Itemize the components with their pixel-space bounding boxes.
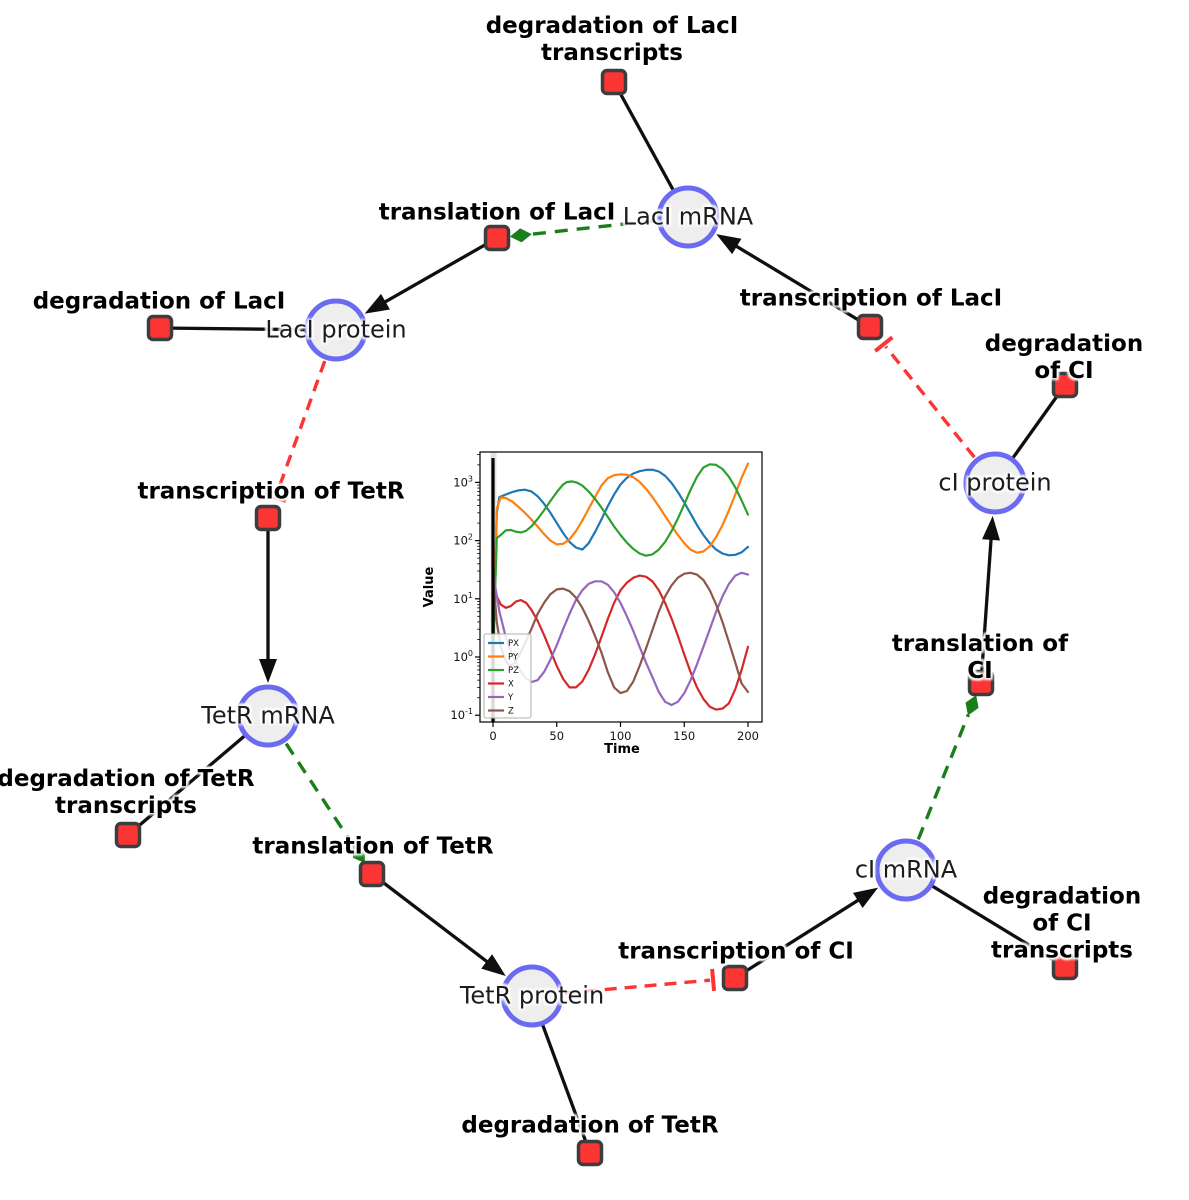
edge-arrow-r_transc_laci-laci_mrna[interactable] — [716, 234, 871, 329]
edge-line[interactable] — [530, 218, 656, 236]
arrowhead-icon — [982, 515, 1000, 541]
edge-line[interactable] — [734, 896, 863, 980]
y-axis-title: Value — [422, 566, 437, 607]
legend-label-X: X — [508, 680, 514, 690]
edge-line[interactable] — [274, 360, 327, 496]
x-tick-label: 50 — [549, 729, 564, 743]
y-tick-label: 10-1 — [450, 707, 473, 722]
arrowhead-icon — [716, 234, 742, 255]
edge-line[interactable] — [564, 978, 711, 995]
edge-line[interactable] — [979, 535, 993, 684]
plot-frame — [479, 451, 763, 723]
reaction-node-r_deg_laci_tx[interactable] — [600, 68, 628, 96]
species-node-tetr_mrna[interactable] — [236, 684, 300, 748]
x-axis-title: Time — [604, 742, 640, 757]
edge-inhibition-ci_protein-r_transc_laci[interactable] — [873, 335, 976, 459]
x-tick-label: 100 — [610, 729, 632, 743]
edge-arrow-r_transl_laci-laci_protein[interactable] — [364, 236, 498, 314]
edge-catalysis-laci_mrna-r_transl_laci[interactable] — [509, 218, 656, 243]
reaction-node-r_deg_tetr_tx[interactable] — [114, 821, 142, 849]
reaction-node-r_transl_tetr[interactable] — [358, 860, 386, 888]
x-tick-label: 200 — [737, 729, 759, 743]
reaction-node-r_deg_ci_tx[interactable] — [1051, 953, 1079, 981]
x-tick-label: 150 — [673, 729, 695, 743]
edge-catalysis-tetr_mrna-r_transl_tetr[interactable] — [284, 742, 365, 864]
series-curve-Y — [491, 571, 750, 707]
diamond-arrowhead-icon — [352, 844, 365, 864]
edge-line[interactable] — [381, 236, 498, 306]
reaction-node-r_transc_tetr[interactable] — [254, 504, 282, 532]
edge-inhibition-laci_protein-r_transc_tetr[interactable] — [264, 360, 327, 503]
legend-label-PY: PY — [508, 653, 519, 663]
y-tick-label: 100 — [453, 649, 473, 664]
legend-label-Y: Y — [507, 693, 514, 703]
y-tick-label: 101 — [453, 591, 473, 606]
reaction-node-r_deg_tetr[interactable] — [576, 1139, 604, 1167]
inhibition-tee-icon — [264, 491, 287, 503]
species-node-tetr_protein[interactable] — [500, 964, 564, 1028]
reaction-node-r_transc_ci[interactable] — [721, 964, 749, 992]
arrowhead-icon — [481, 954, 506, 976]
reaction-node-r_transc_laci[interactable] — [856, 313, 884, 341]
edge-line[interactable] — [284, 742, 355, 847]
timecourse-inset-plot: 0 50 100 150 200 10-1 100 101 102 103 PX PY PZ XYZ Tim… — [422, 451, 763, 757]
diamond-arrowhead-icon — [965, 695, 979, 716]
legend-label-Z: Z — [508, 707, 514, 717]
reaction-node-r_deg_laci[interactable] — [146, 314, 174, 342]
edge-arrow-r_transc_tetr-tetr_mrna[interactable] — [259, 518, 277, 683]
edge-inhibition-tetr_protein-r_transc_ci[interactable] — [564, 968, 717, 995]
edge-arrow-r_transl_ci-ci_protein[interactable] — [979, 515, 1000, 684]
reaction-node-r_transl_laci[interactable] — [483, 224, 511, 252]
series-curve-PX — [491, 468, 750, 659]
series-curve-PY — [491, 462, 750, 659]
reaction-node-r_transl_ci[interactable] — [967, 669, 995, 697]
edge-arrow-r_transl_tetr-tetr_protein[interactable] — [370, 872, 506, 976]
inhibition-tee-icon — [710, 968, 717, 992]
series-curve-X — [491, 574, 750, 711]
legend-label-PZ: PZ — [508, 666, 519, 676]
species-node-laci_protein[interactable] — [304, 298, 368, 362]
species-node-ci_protein[interactable] — [963, 451, 1027, 515]
edge-line[interactable] — [916, 713, 970, 841]
reaction-node-r_deg_ci[interactable] — [1051, 371, 1079, 399]
y-tick-label: 103 — [453, 474, 473, 489]
edge-line[interactable] — [732, 243, 871, 329]
legend-label-PX: PX — [508, 639, 519, 649]
species-node-laci_mrna[interactable] — [656, 185, 720, 249]
diamond-arrowhead-icon — [509, 228, 532, 243]
edge-line[interactable] — [884, 345, 976, 459]
species-node-ci_mrna[interactable] — [874, 838, 938, 902]
edge-arrow-r_transc_ci-ci_mrna[interactable] — [734, 887, 879, 980]
inhibition-tee-icon — [873, 335, 894, 353]
series-curve-PZ — [491, 463, 750, 659]
arrowhead-icon — [364, 293, 390, 314]
edge-line[interactable] — [370, 872, 491, 966]
x-tick-label: 0 — [489, 729, 496, 743]
arrowhead-icon — [259, 659, 277, 683]
arrowhead-icon — [853, 887, 879, 909]
edge-catalysis-ci_mrna-r_transl_ci[interactable] — [916, 695, 979, 841]
y-tick-label: 102 — [453, 533, 473, 548]
